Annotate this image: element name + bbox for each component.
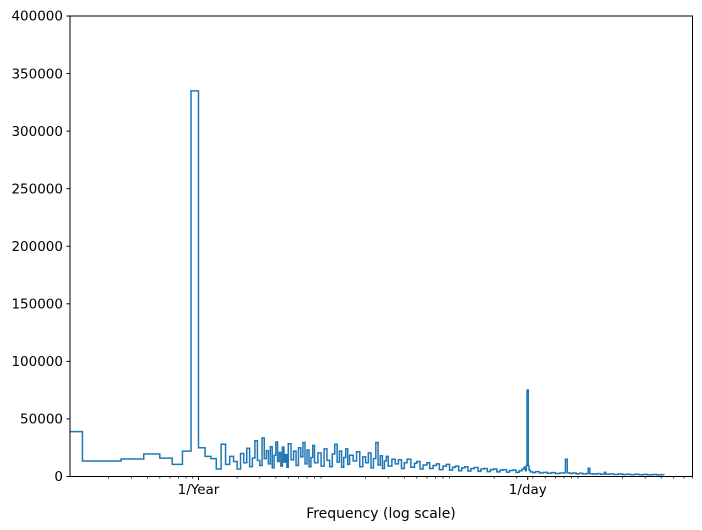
y-axis-ticks: 0 50000 100000 150000 200000 250000 300000 3500… — [11, 9, 70, 485]
y-tick-label: 50000 — [20, 412, 63, 428]
y-tick-label: 400000 — [11, 9, 63, 25]
y-tick-label: 250000 — [11, 181, 63, 197]
y-tick-label: 100000 — [11, 354, 63, 370]
x-tick-label: 1/Year — [178, 482, 220, 498]
y-tick-label: 200000 — [11, 239, 63, 255]
x-axis-major-ticks: 1/Year 1/day — [178, 476, 547, 498]
y-tick-label: 300000 — [11, 124, 63, 140]
series-fft-amplitude — [70, 90, 665, 476]
y-tick-label: 150000 — [11, 297, 63, 313]
series-line-group — [70, 90, 665, 476]
x-tick-label: 1/day — [509, 482, 547, 498]
x-axis-label: Frequency (log scale) — [306, 506, 456, 522]
y-tick-label: 350000 — [11, 66, 63, 82]
y-tick-label: 0 — [54, 469, 63, 485]
plot-border — [69, 15, 693, 477]
axes-spines — [69, 15, 693, 477]
